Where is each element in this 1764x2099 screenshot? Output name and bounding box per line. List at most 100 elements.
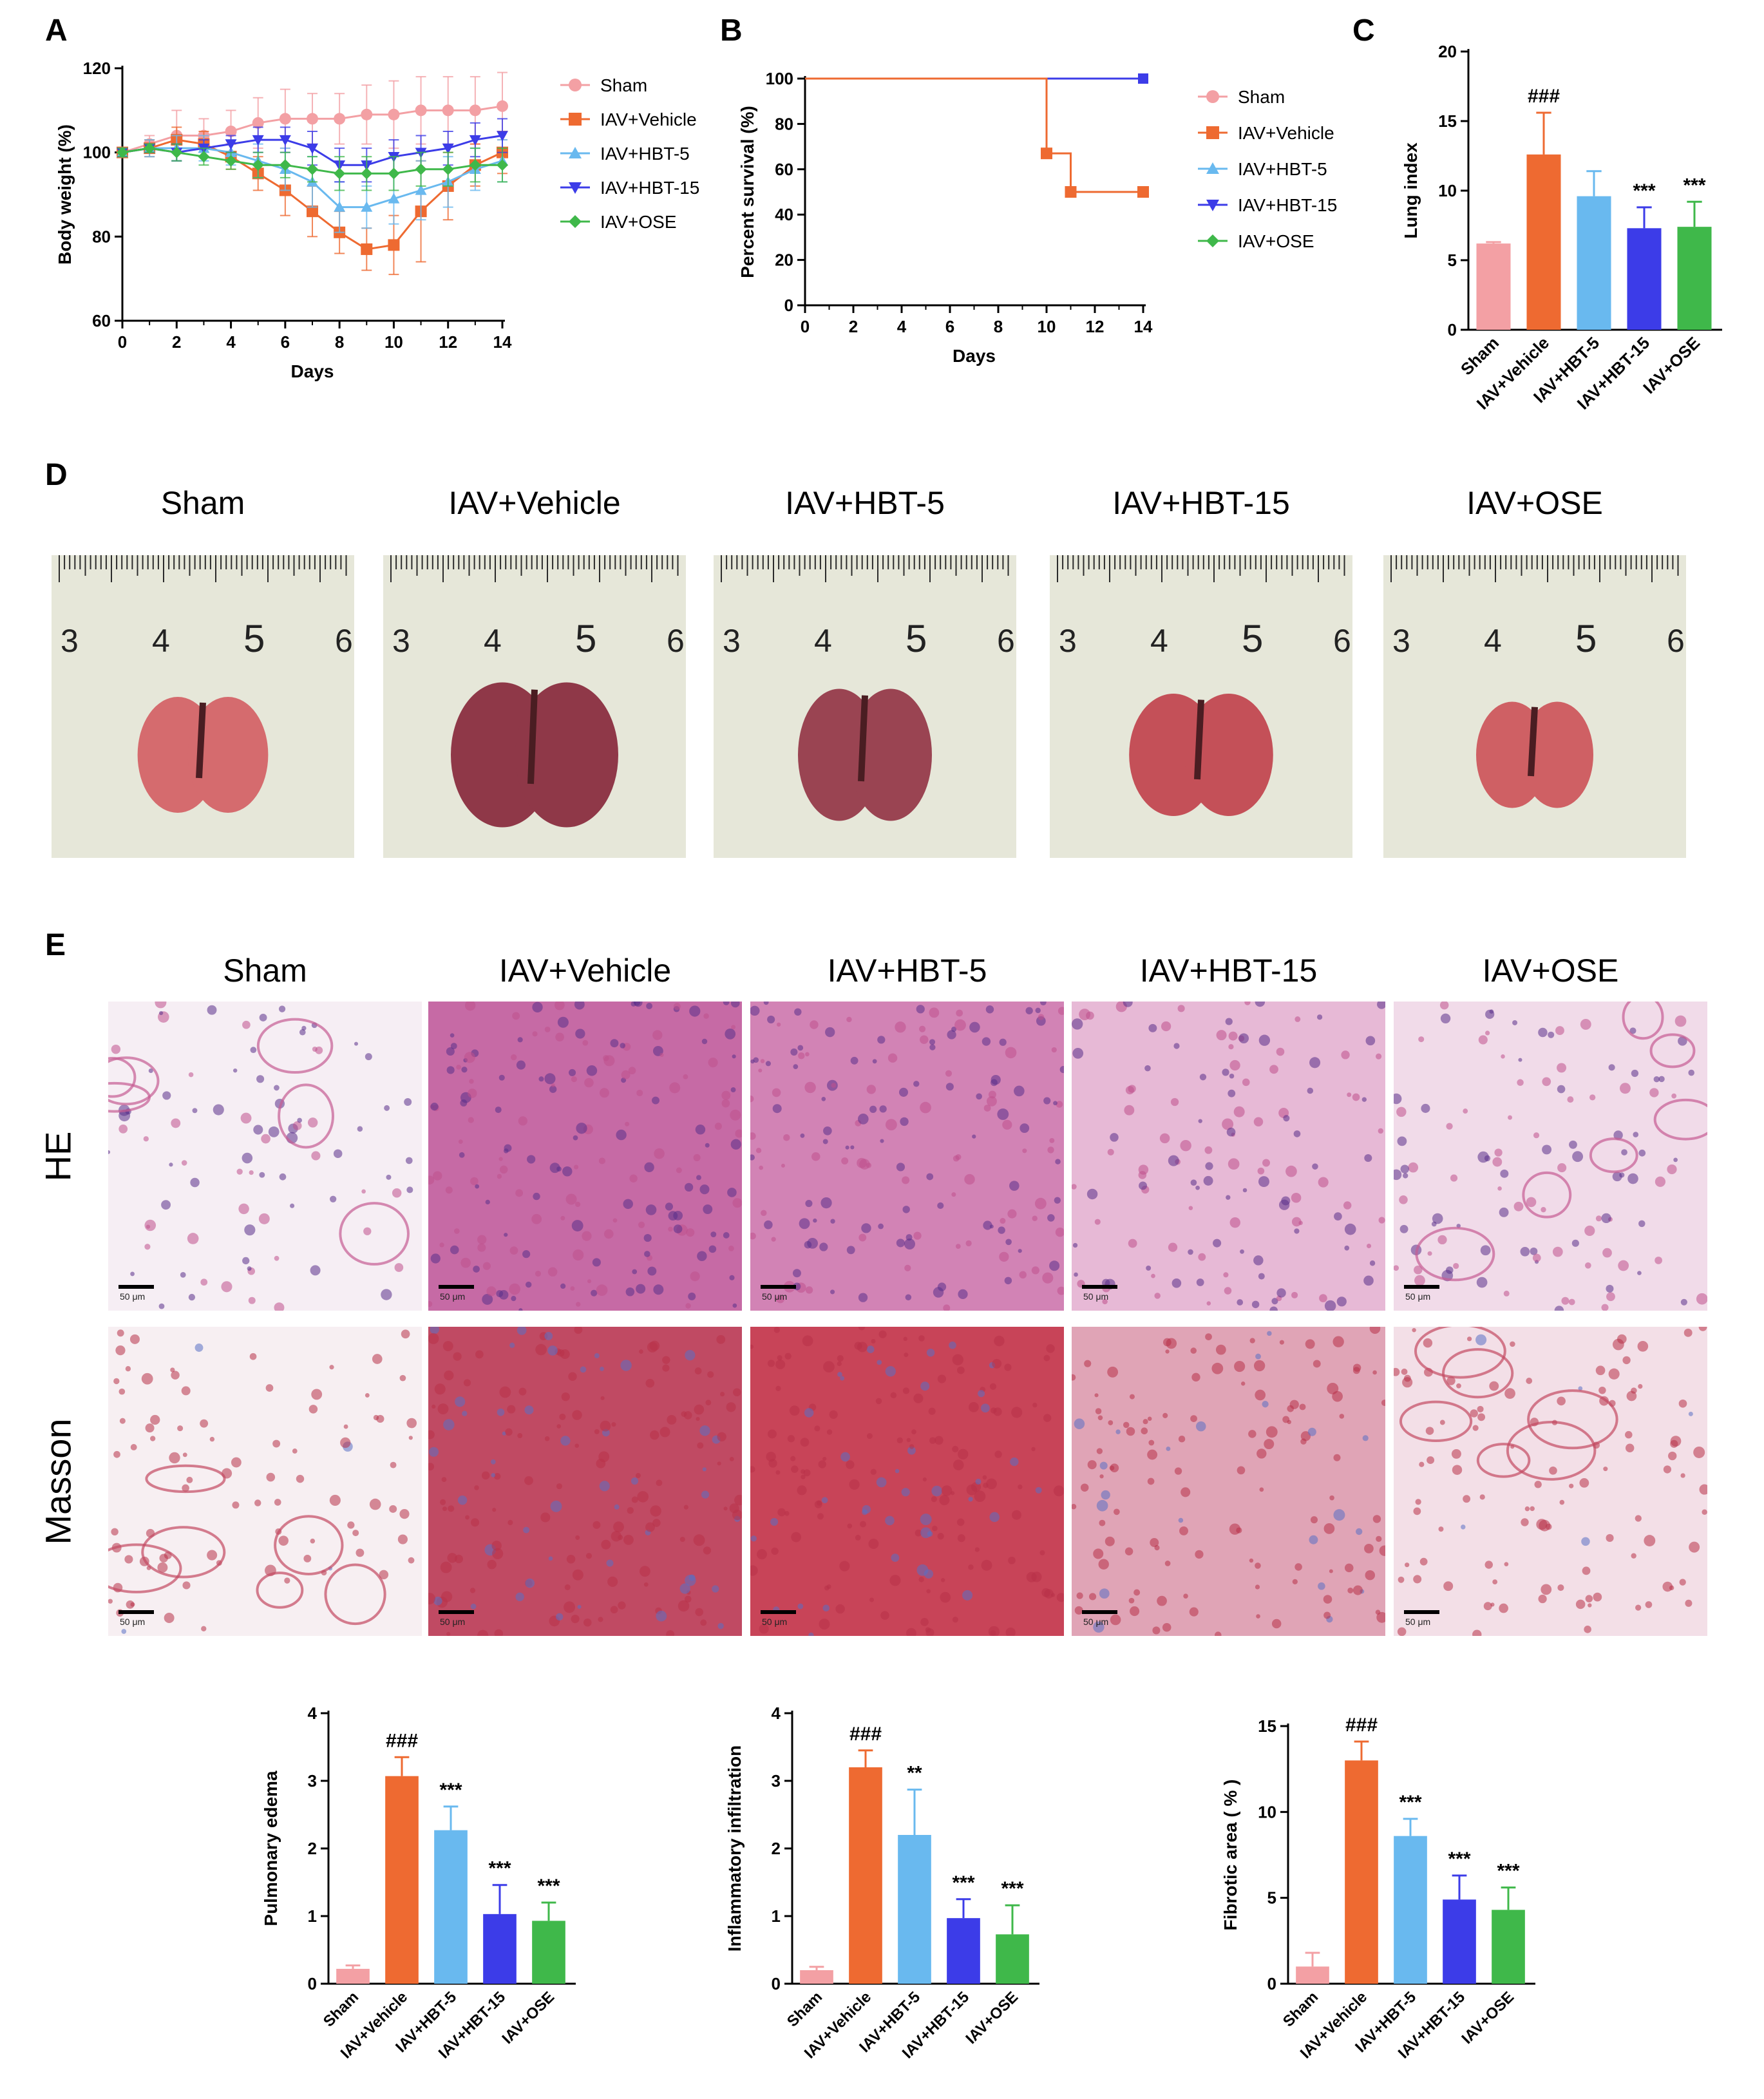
tissue-cell [1485,1009,1495,1019]
lung-trachea [527,689,538,784]
tissue-cell [1329,1569,1333,1573]
tissue-cell [591,1289,598,1296]
tissue-cell [1542,1144,1552,1155]
tissue-cell [1076,1592,1083,1599]
tissue-cell [916,1564,929,1576]
tissue-cell [1394,1169,1402,1181]
tissue-cell [1242,1078,1250,1087]
tissue-cell [297,1117,303,1123]
survival-line-vehicle [805,77,1143,193]
tissue-cell [705,1143,710,1148]
tissue-cell [1043,1354,1050,1362]
tissue-cell [835,1604,845,1614]
data-point [198,151,210,163]
tissue-cell [1510,1341,1515,1347]
tissue-cell [685,1575,696,1586]
tissue-cell [801,1474,806,1479]
tissue-cell [1619,1172,1625,1178]
tissue-cell [603,1229,614,1239]
category-label: Sham [1457,333,1503,379]
tissue-cell [802,1335,813,1347]
ruler-number: 5 [1242,617,1263,660]
y-axis-title: Percent survival (%) [737,106,757,278]
tissue-cell [557,1349,565,1357]
tissue-cell [475,1184,480,1189]
tissue-cell [696,1175,701,1181]
tissue-cell [945,1083,954,1091]
x-tick-label: 8 [994,317,1003,336]
tissue-cell [876,1477,887,1488]
tissue-cell [953,1459,964,1470]
tissue-cell [1412,1327,1416,1333]
tissue-cell [1253,1117,1264,1126]
tissue-cell [805,1199,813,1208]
legend-marker [569,113,582,126]
tissue-cell [493,1473,501,1480]
tissue-cell [823,1126,832,1135]
tissue-cell [645,1378,655,1388]
tissue-cell [531,1213,542,1224]
tissue-cell [180,1271,186,1278]
tissue-cell [1530,1247,1538,1255]
tissue-cell [729,1275,735,1280]
tissue-cell [143,1136,149,1142]
tissue-cell [1581,1537,1590,1546]
tissue-cell [1043,1414,1052,1422]
tissue-cell [576,1302,581,1307]
tissue-cell [920,1101,931,1114]
tissue-cell [644,1162,654,1173]
tissue-cell [1095,1408,1102,1414]
tissue-cell [1244,1002,1251,1005]
tissue-cell [1271,1298,1278,1305]
x-tick-label: 10 [1038,317,1056,336]
tissue-cell [347,1521,355,1529]
tissue-cell [470,1177,479,1186]
tissue-cell [1206,1301,1211,1306]
alveolus-wall [324,1563,386,1626]
x-tick-label: 0 [118,332,127,352]
tissue-cell [776,1022,781,1027]
tissue-cell [1598,1386,1606,1394]
survival-marker [1041,147,1052,160]
tissue-cell [1601,1213,1611,1224]
tissue-cell [1414,1275,1425,1286]
alveolus-wall [1415,1226,1495,1282]
tissue-cell [913,1393,924,1403]
tissue-cell [920,1618,929,1626]
tissue-cell [1344,1245,1350,1251]
tissue-cell [1177,1005,1185,1012]
tissue-cell [1123,1002,1133,1007]
tissue-cell [898,1087,908,1097]
tissue-cell [113,1450,120,1458]
tissue-cell [1324,1300,1336,1311]
tissue-cell [772,1088,781,1097]
tissue-cell [685,1595,692,1603]
tissue-cell [1044,1589,1054,1599]
tissue-cell [992,1358,1002,1369]
tissue-cell [1018,1484,1023,1490]
tissue-cell [310,1538,316,1544]
tissue-cell [518,1116,527,1126]
tissue-cell [207,1550,218,1561]
tissue-cell [1262,1401,1269,1408]
tissue-cell [261,1134,270,1144]
tissue-cell [972,1134,976,1139]
tissue-cell [811,1152,820,1161]
tissue-cell [124,1555,133,1564]
data-point [469,159,481,171]
lung-photo-title: IAV+HBT-5 [785,485,945,521]
tissue-cell [940,1591,951,1603]
tissue-cell [1363,1275,1374,1286]
tissue-cell [450,1043,457,1050]
tissue-cell [475,1350,484,1359]
tissue-cell [1580,1018,1591,1030]
tissue-cell [434,1383,446,1395]
alveolus-wall [278,1083,334,1149]
data-point [469,104,481,117]
lung-photo-drawing: 3 4 5 6 [1390,555,1685,808]
tissue-cell [406,1418,417,1429]
tissue-cell [1688,1411,1693,1416]
tissue-cell [1539,1519,1551,1532]
tissue-cell [1249,1338,1255,1344]
data-point [252,117,264,129]
